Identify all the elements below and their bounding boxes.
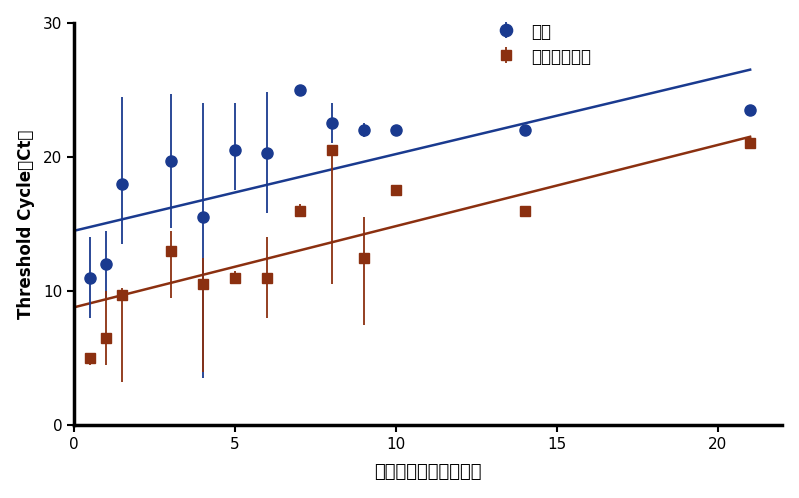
Legend: 唤液, 鼻咽頭スワブ: 唤液, 鼻咽頭スワブ <box>493 23 591 66</box>
Y-axis label: Threshold Cycle（Ct）: Threshold Cycle（Ct） <box>17 129 34 319</box>
X-axis label: 発症からの時間（日）: 発症からの時間（日） <box>375 463 482 482</box>
